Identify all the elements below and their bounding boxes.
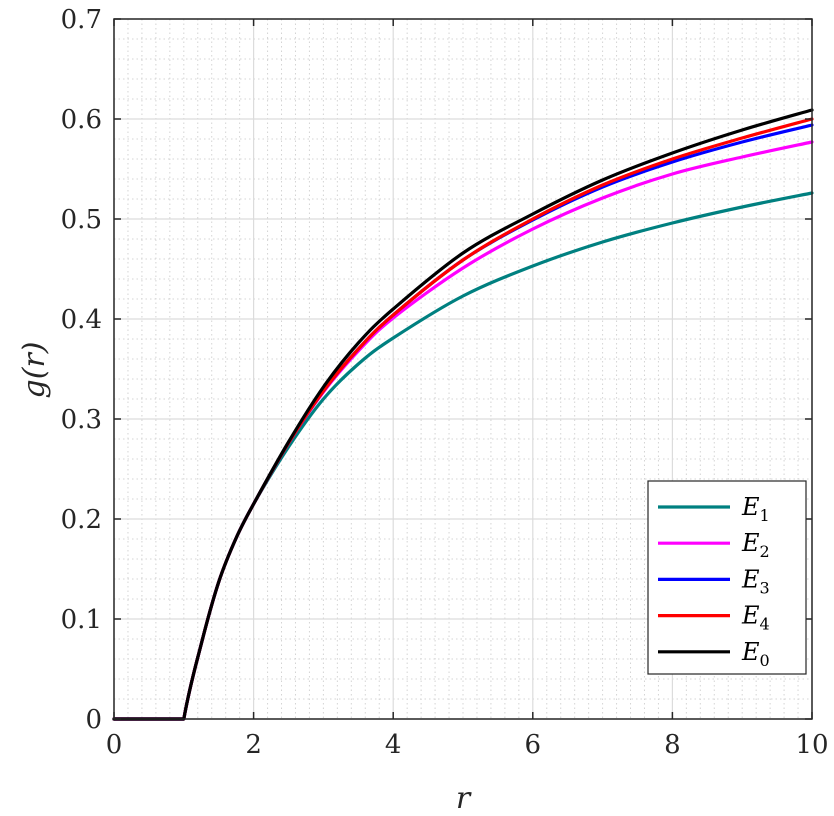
y-axis-label: g(r) xyxy=(17,342,52,399)
y-tick-label: 0.3 xyxy=(61,405,102,435)
x-tick-label: 6 xyxy=(525,730,542,760)
series-layer xyxy=(112,108,814,721)
x-tick-label: 2 xyxy=(245,730,262,760)
y-tick-label: 0 xyxy=(85,705,102,735)
x-tick-labels: 0 2 4 6 8 10 xyxy=(106,730,829,760)
x-tick-label: 8 xyxy=(664,730,681,760)
y-tick-label: 0.4 xyxy=(61,305,102,335)
legend-subscript: 0 xyxy=(760,651,770,670)
legend-subscript: 2 xyxy=(760,542,770,561)
y-tick-label: 0.6 xyxy=(61,105,102,135)
legend-subscript: 4 xyxy=(760,615,770,634)
legend-subscript: 3 xyxy=(760,578,770,597)
plot-frame xyxy=(113,18,813,720)
y-tick-label: 0.2 xyxy=(61,505,102,535)
series-line-e0 xyxy=(112,108,814,721)
x-axis-label: r xyxy=(456,781,472,816)
y-tick-labels: 0 0.1 0.2 0.3 0.4 0.5 0.6 0.7 xyxy=(61,5,102,735)
legend-subscript: 1 xyxy=(760,506,770,525)
legend-box xyxy=(647,480,807,675)
y-tick-label: 0.1 xyxy=(61,605,102,635)
y-tick-label: 0.7 xyxy=(61,5,102,35)
x-tick-label: 0 xyxy=(106,730,123,760)
x-tick-label: 10 xyxy=(795,730,828,760)
y-tick-label: 0.5 xyxy=(61,205,102,235)
tick-marks xyxy=(113,18,813,720)
x-tick-label: 4 xyxy=(385,730,402,760)
